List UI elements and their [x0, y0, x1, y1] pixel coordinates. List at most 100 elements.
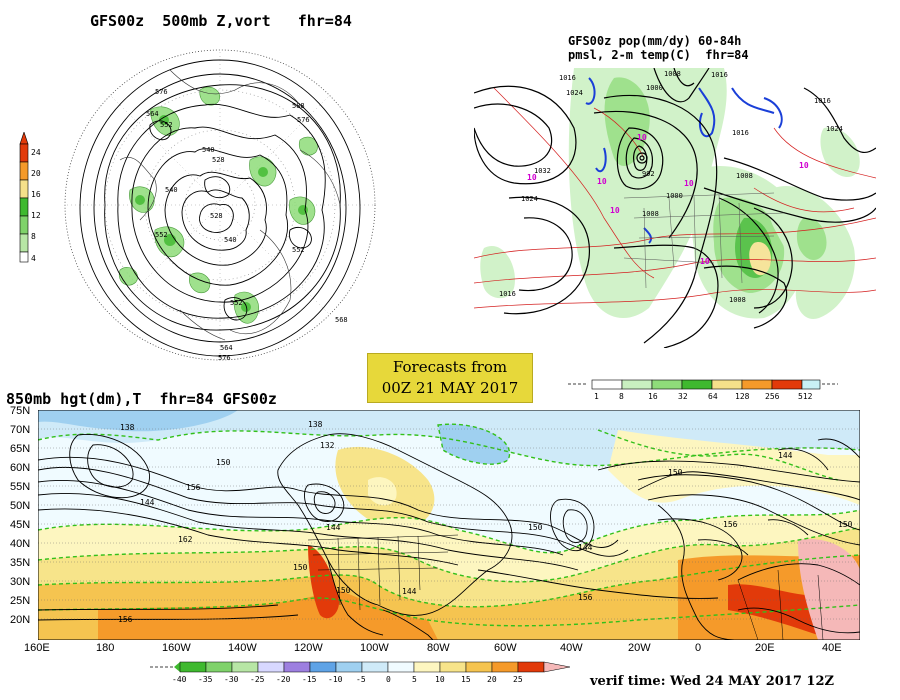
pop-cb-512: 512	[798, 392, 813, 401]
pop-isobar-label-1008a: 1008	[664, 70, 681, 78]
pop-temp-label-2: 10	[527, 173, 537, 182]
temp-cb-25: 25	[513, 675, 523, 684]
vort-cb-label-24: 24	[31, 148, 41, 157]
c500-label-540b: 540	[165, 186, 178, 194]
c500-label-564b: 564	[220, 344, 233, 352]
panel-pop-title-2: pmsl, 2-m temp(C) fhr=84	[568, 48, 749, 62]
panel-500mb-title: GFS00z 500mb Z,vort fhr=84	[90, 12, 352, 30]
pop-colorbar-graphic	[568, 379, 838, 390]
pop-isobar-label-1016d: 1016	[814, 97, 831, 105]
lon-label-20w: 20W	[628, 642, 651, 654]
c500-label-576b: 576	[297, 116, 310, 124]
verif-time: verif time: Wed 24 MAY 2017 12Z	[590, 674, 834, 689]
pop-isobar-label-1000a: 1000	[646, 84, 663, 92]
c850-label-144a: 144	[140, 498, 155, 507]
temp-colorbar: -40 -35 -30 -25 -20 -15 -10 -5 0 5 10 15…	[150, 660, 590, 690]
c850-label-156a: 156	[186, 483, 201, 492]
pop-temp-label-7: 10	[597, 177, 607, 186]
c500-label-552b: 552	[155, 231, 168, 239]
lon-label-60w: 60W	[494, 642, 517, 654]
c850-label-150a: 150	[216, 458, 231, 467]
c850-label-156b: 156	[118, 615, 133, 624]
c850-label-150d: 150	[528, 523, 543, 532]
temp-cb-5: 5	[412, 675, 417, 684]
c850-label-150e: 150	[668, 468, 683, 477]
pop-cb-128: 128	[735, 392, 750, 401]
c500-label-588: 588	[292, 102, 305, 110]
lat-label-75n: 75N	[10, 405, 31, 417]
c500-label-540c: 540	[224, 236, 237, 244]
temp-cb--15: -15	[302, 675, 317, 684]
lat-label-45n: 45N	[10, 519, 31, 531]
lon-label-80w: 80W	[427, 642, 450, 654]
c850-label-150f: 150	[838, 520, 853, 529]
vort-colorbar: 24 20 16 12 8 4	[18, 131, 50, 264]
c850-label-162: 162	[178, 535, 193, 544]
lon-label-180: 180	[96, 642, 115, 654]
c500-label-528b: 528	[210, 212, 223, 220]
vort-cb-label-20: 20	[31, 169, 41, 178]
pop-isobar-label-1032: 1032	[534, 167, 551, 175]
pop-isobar-label-1008b: 1008	[642, 210, 659, 218]
pop-isobar-label-1016e: 1016	[711, 71, 728, 79]
pop-colorbar: 1 8 16 32 64 128 256 512	[568, 378, 838, 402]
lat-label-55n: 55N	[10, 481, 31, 493]
temp-cb--5: -5	[356, 675, 366, 684]
vort-colorbar-graphic	[19, 131, 29, 263]
pop-map: 1016 1024 1032 1024 1016 1008 1000 992 1…	[473, 67, 877, 349]
pop-cb-256: 256	[765, 392, 780, 401]
lat-label-30n: 30N	[10, 576, 31, 588]
pop-temp-label-1: 10	[637, 133, 647, 142]
pop-cb-1: 1	[594, 392, 599, 401]
polar-map-graphic: 576 564 552 540 528 540 552 588 576 528 …	[64, 49, 376, 362]
lat-label-40n: 40N	[10, 538, 31, 550]
map-850mb: 138 150 156 144 162 156 138 132 144 150 …	[37, 409, 861, 641]
map-850mb-graphic: 138 150 156 144 162 156 138 132 144 150 …	[37, 409, 861, 641]
pop-isobar-label-1024a: 1024	[566, 89, 583, 97]
pop-isobar-label-1008d: 1008	[729, 296, 746, 304]
lat-label-65n: 65N	[10, 443, 31, 455]
vort-cb-label-8: 8	[31, 232, 36, 241]
c500-label-564a: 564	[146, 110, 159, 118]
lat-label-60n: 60N	[10, 462, 31, 474]
c500-label-576c: 576	[218, 354, 231, 362]
pop-isobar-label-1016a: 1016	[559, 74, 576, 82]
temp-cb--10: -10	[328, 675, 343, 684]
pop-isobar-label-992: 992	[642, 170, 655, 178]
forecast-box-line2: 00Z 21 MAY 2017	[381, 379, 519, 397]
lat-label-35n: 35N	[10, 557, 31, 569]
c850-label-150c: 150	[336, 586, 351, 595]
vort-cb-label-12: 12	[31, 211, 41, 220]
lon-label-140w: 140W	[228, 642, 257, 654]
c850-label-138b: 138	[308, 420, 323, 429]
pop-isobar-label-1024c: 1024	[826, 125, 843, 133]
c850-label-156c: 156	[578, 593, 593, 602]
pop-isobar-label-1000b: 1000	[666, 192, 683, 200]
c850-label-144e: 144	[778, 451, 793, 460]
pop-cb-64: 64	[708, 392, 718, 401]
lat-label-25n: 25N	[10, 595, 31, 607]
temp-cb-0: 0	[386, 675, 391, 684]
c500-label-552d: 552	[230, 299, 243, 307]
c850-label-156d: 156	[723, 520, 738, 529]
temp-cb--20: -20	[276, 675, 291, 684]
pop-cb-16: 16	[648, 392, 658, 401]
c500-label-568: 568	[335, 316, 348, 324]
lon-label-160e: 160E	[24, 642, 50, 654]
lat-label-70n: 70N	[10, 424, 31, 436]
lat-label-20n: 20N	[10, 614, 31, 626]
temp-cb--40: -40	[172, 675, 187, 684]
panel-pop-title-1: GFS00z pop(mm/dy) 60-84h	[568, 34, 742, 48]
temp-cb--30: -30	[224, 675, 239, 684]
pop-isobar-label-1008c: 1008	[736, 172, 753, 180]
vort-cb-label-4: 4	[31, 254, 36, 263]
c500-label-576a: 576	[155, 88, 168, 96]
c850-label-144c: 144	[402, 587, 417, 596]
c500-label-540a: 540	[202, 146, 215, 154]
pop-temp-label-3: 10	[610, 206, 620, 215]
c850-label-144b: 144	[326, 523, 341, 532]
pop-temp-label-6: 10	[799, 161, 809, 170]
lon-label-100w: 100W	[360, 642, 389, 654]
vort-cb-label-16: 16	[31, 190, 41, 199]
c850-label-144d: 144	[578, 543, 593, 552]
